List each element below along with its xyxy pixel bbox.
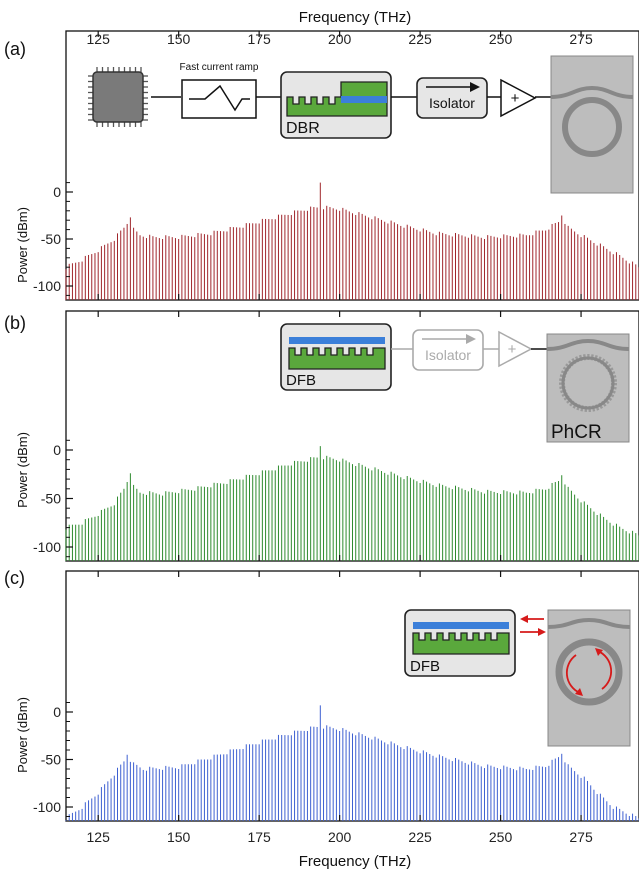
top-axis-label: Frequency (THz): [299, 9, 412, 26]
top-tick-label: 175: [247, 31, 271, 47]
y-tick-label: -100: [33, 539, 61, 555]
bottom-tick-label: 150: [167, 829, 191, 845]
y-tick-label: -100: [33, 799, 61, 815]
bottom-axis-label: Frequency (THz): [299, 853, 412, 870]
dfb-laser-icon-b: DFB: [280, 323, 392, 391]
bottom-tick-label: 175: [247, 829, 271, 845]
dfb-laser-icon-c: DFB: [404, 609, 516, 677]
dfb-label-c: DFB: [410, 658, 440, 675]
microcontroller-chip-icon: [88, 67, 148, 127]
y-tick-label: 0: [53, 442, 61, 458]
current-ramp-icon: [181, 79, 257, 119]
y-tick-label: -50: [41, 231, 61, 247]
schematic-c: DFB: [404, 609, 631, 747]
amplifier-label: +: [511, 90, 520, 107]
panel-c: 0 -50 -100: [33, 570, 639, 822]
bottom-tick-label: 275: [569, 829, 593, 845]
bottom-tick-label: 125: [87, 829, 111, 845]
dbr-label: DBR: [286, 120, 320, 137]
y-tick-label: 0: [53, 704, 61, 720]
phcr-label: PhCR: [551, 422, 602, 443]
amplifier-label-faded: +: [508, 341, 517, 358]
isolator-label: Isolator: [429, 95, 475, 111]
ring-resonator-backscatter-icon: [547, 609, 631, 747]
y-tick-label: -100: [33, 278, 61, 294]
top-tick-label: 200: [328, 31, 352, 47]
bottom-tick-label: 225: [408, 829, 432, 845]
bottom-tick-labels: 125 150 175 200 225 250 275: [87, 829, 593, 845]
panel-b: 0 -50 -100: [33, 310, 639, 562]
dbr-laser-icon: DBR: [280, 71, 392, 139]
ramp-label: Fast current ramp: [180, 62, 259, 73]
panel-letter-b: (b): [4, 313, 26, 333]
y-axis-label-a: Power (dBm): [15, 207, 30, 283]
feedback-arrows-icon: [520, 615, 546, 636]
top-tick-label: 125: [87, 31, 111, 47]
isolator-label-faded: Isolator: [425, 347, 471, 363]
schematic-b: DFB Isolator + PhCR: [280, 323, 630, 443]
top-tick-label: 225: [408, 31, 432, 47]
top-tick-labels: 125 150 175 200 225 250 275: [87, 31, 593, 47]
y-axis-label-b: Power (dBm): [15, 432, 30, 508]
ring-resonator-chip-icon: [550, 55, 634, 194]
amplifier-icon: +: [500, 78, 537, 118]
isolator-icon: Isolator: [416, 77, 488, 119]
y-tick-label: 0: [53, 184, 61, 200]
y-tick-label: -50: [41, 491, 61, 507]
top-tick-label: 275: [569, 31, 593, 47]
dfb-label-b: DFB: [286, 372, 316, 389]
amplifier-icon-faded: +: [498, 330, 533, 368]
isolator-icon-faded: Isolator: [412, 329, 484, 371]
photonic-crystal-ring-icon: PhCR: [546, 333, 630, 443]
top-tick-label: 150: [167, 31, 191, 47]
panel-letter-a: (a): [4, 39, 26, 59]
schematic-a: Fast current ramp DBR Isolator +: [88, 55, 634, 194]
y-tick-label: -50: [41, 752, 61, 768]
panel-letter-c: (c): [4, 568, 25, 588]
panel-a: 0 -50 -100: [33, 30, 639, 301]
y-axis-label-c: Power (dBm): [15, 697, 30, 773]
top-tick-label: 250: [489, 31, 513, 47]
bottom-tick-label: 200: [328, 829, 352, 845]
bottom-tick-label: 250: [489, 829, 513, 845]
